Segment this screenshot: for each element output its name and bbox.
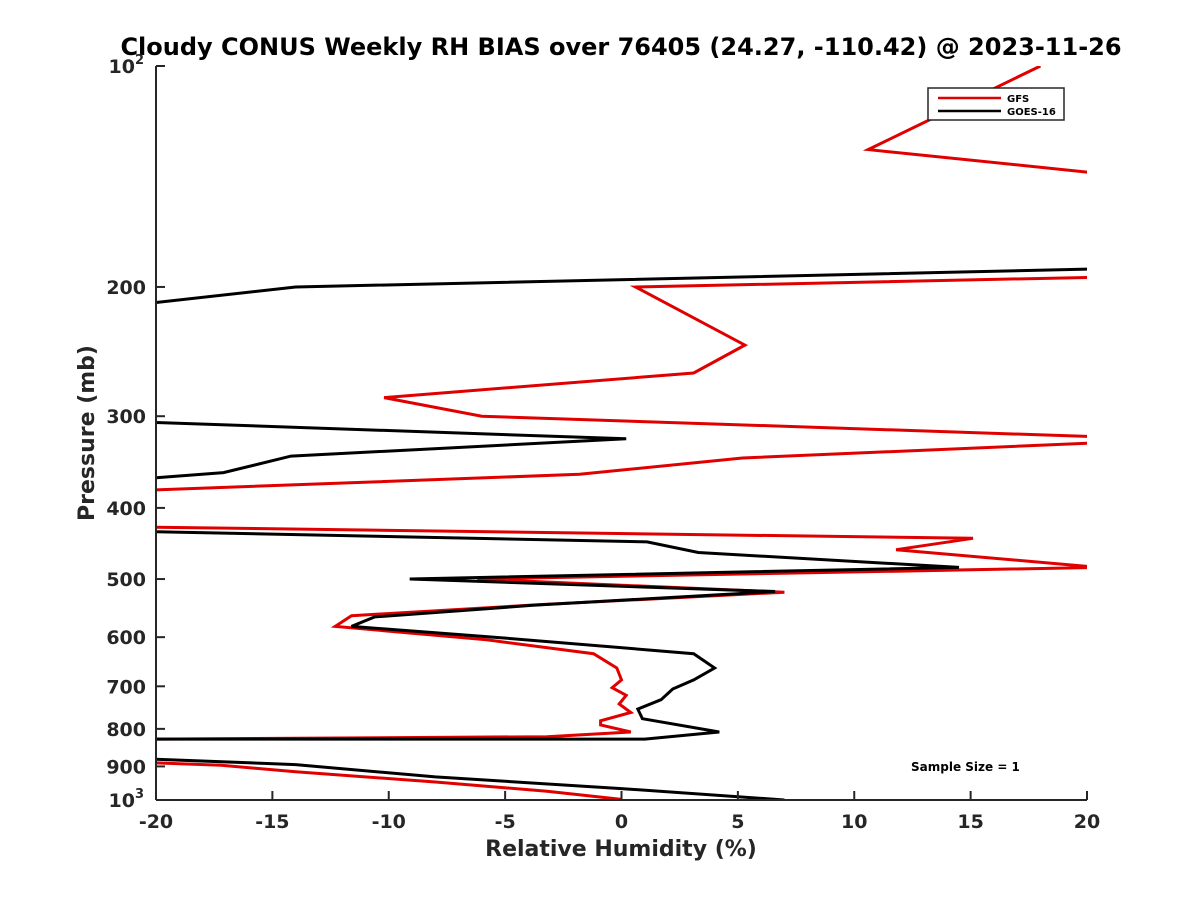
x-tick-label: 0 <box>615 811 628 833</box>
y-ticks: 102 200 300 400 500 600 700 800 900 103 <box>106 53 165 812</box>
x-tick-label: 15 <box>957 811 983 833</box>
sample-size-annotation: Sample Size = 1 <box>911 760 1020 774</box>
y-tick-label: 900 <box>106 756 146 778</box>
series-layer <box>156 66 1087 800</box>
series-line-gfs <box>156 66 1087 800</box>
y-tick-label: 700 <box>106 676 146 698</box>
x-axis-label: Relative Humidity (%) <box>485 837 757 862</box>
x-ticks: -20 -15 -10 -5 0 5 10 15 20 <box>139 791 1100 833</box>
y-tick-label: 300 <box>106 406 146 428</box>
legend-items: GFS GOES-16 <box>938 94 1056 118</box>
series-line-goes-16 <box>156 267 1087 800</box>
y-tick-label: 200 <box>106 277 146 299</box>
x-tick-label: -10 <box>372 811 406 833</box>
legend-label-goes-16: GOES-16 <box>1007 107 1056 118</box>
x-tick-label: 10 <box>841 811 867 833</box>
legend: GFS GOES-16 <box>927 87 1065 121</box>
y-tick-label: 500 <box>106 569 146 591</box>
y-axis-label: Pressure (mb) <box>75 345 100 521</box>
chart-title: Cloudy CONUS Weekly RH BIAS over 76405 (… <box>120 33 1121 61</box>
x-tick-label: 5 <box>731 811 744 833</box>
y-tick-label: 800 <box>106 719 146 741</box>
legend-box <box>927 87 1065 121</box>
y-tick-label: 600 <box>106 627 146 649</box>
x-tick-label: 20 <box>1074 811 1100 833</box>
x-tick-label: -15 <box>255 811 289 833</box>
y-tick-label: 400 <box>106 498 146 520</box>
x-tick-label: -5 <box>495 811 516 833</box>
y-tick-label: 103 <box>109 787 145 812</box>
x-tick-label: -20 <box>139 811 173 833</box>
legend-label-gfs: GFS <box>1007 94 1029 105</box>
y-tick-label: 102 <box>109 53 145 78</box>
